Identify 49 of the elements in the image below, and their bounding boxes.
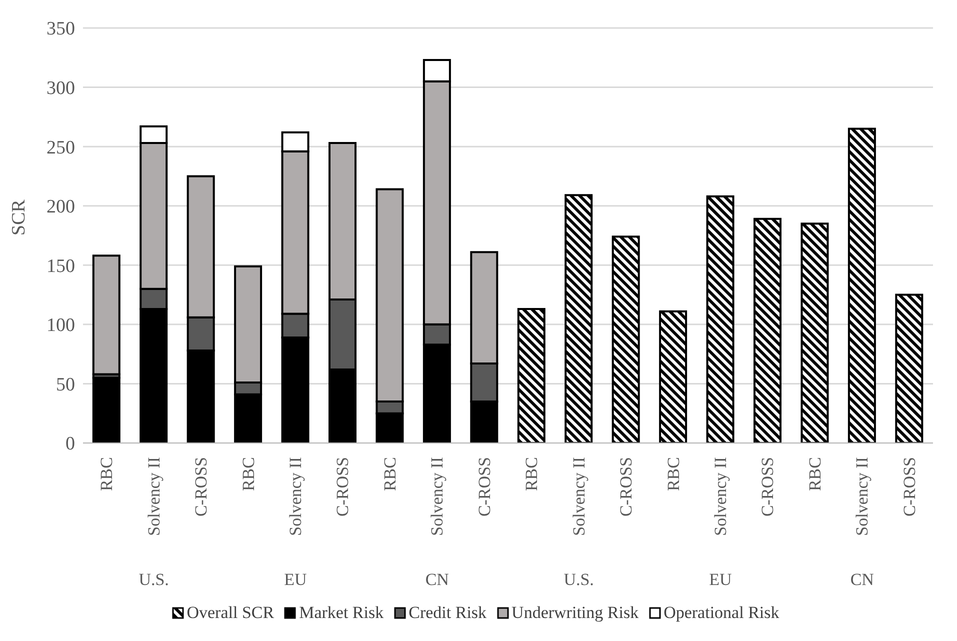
y-tick-label: 0 [66,434,75,455]
bar [92,254,120,376]
text: EU [709,570,732,589]
x-tick-label: C-ROSS [616,457,636,517]
x-tick-label: RBC [805,457,824,492]
bar [659,310,688,443]
x-tick-label: Solvency II [428,456,447,536]
text: CN [425,570,449,589]
legend-label: Overall SCR [186,603,274,623]
bar [895,294,924,443]
x-tick-label: RBC [664,457,683,492]
legend-label: Credit Risk [408,603,487,623]
legend-label: Operational Risk [664,603,780,623]
x-tick-label: Solvency II [852,456,872,536]
bar [564,194,593,443]
x-tick-label: C-ROSS [758,457,778,517]
legend-label: Market Risk [299,603,384,623]
x-tick-label: RBC [238,457,258,492]
text: U.S. [564,570,594,589]
y-tick-label: 250 [46,137,75,158]
x-tick-label: Solvency II [286,456,305,536]
bar [517,308,546,443]
x-tick-label: C-ROSS [900,457,919,517]
y-tick-label: 350 [46,18,75,40]
x-tick-label: C-ROSS [192,457,211,517]
x-tick-label: RBC [97,457,116,492]
x-tick-label: RBC [522,457,542,492]
x-tick-label: RBC [380,457,400,492]
x-tick-label: C-ROSS [333,457,352,517]
x-tick-label: Solvency II [144,456,164,536]
y-axis-title: SCR [8,199,30,236]
text: EU [284,570,307,589]
x-tick-label: Solvency II [711,456,730,536]
y-tick-label: 200 [46,196,75,218]
text: CN [850,570,874,589]
text: U.S. [138,570,169,589]
bar [800,222,829,443]
y-tick-label: 150 [46,256,75,277]
x-tick-label: Solvency II [569,456,588,536]
y-tick-label: 300 [46,78,75,100]
y-tick-label: 50 [56,374,75,396]
bar [612,236,640,443]
bar [848,128,876,443]
x-tick-label: C-ROSS [474,457,494,517]
bar [754,218,782,443]
y-tick-label: 100 [46,315,75,336]
bar [706,195,734,443]
legend-label: Underwriting Risk [512,603,639,623]
bar [92,376,120,443]
